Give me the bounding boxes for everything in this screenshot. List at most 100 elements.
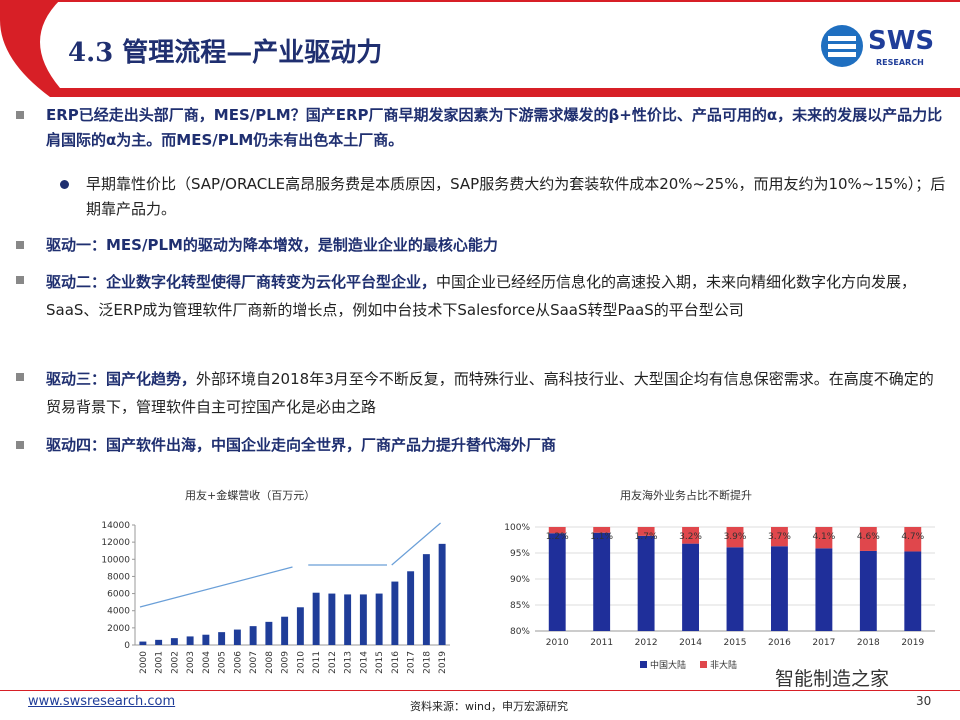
bar	[155, 639, 163, 645]
bullet-bold: 驱动三：国产化趋势，	[46, 370, 197, 388]
bar-segment	[859, 550, 877, 631]
y-tick-label: 95%	[510, 549, 530, 559]
logo: SWS	[868, 26, 935, 56]
bar-segment	[815, 548, 833, 631]
x-tick-label: 2005	[218, 651, 228, 674]
bullet: 驱动三：国产化趋势，外部环境自2018年3月至今不断反复，而特殊行业、高科技行业…	[16, 365, 946, 421]
bullet-text: 外部环境自2018年3月至今不断反复，而特殊行业、高科技行业、大型国企均有信息保…	[46, 370, 934, 416]
bar-segment	[682, 527, 699, 544]
bar	[233, 629, 241, 645]
footer-url[interactable]: www.swsresearch.com	[28, 694, 176, 709]
bar	[312, 592, 320, 645]
bullet-bold: 驱动四：国产软件出海，中国企业走向全世界，厂商产品力提升替代海外厂商	[46, 436, 557, 454]
bar-segment	[637, 535, 655, 631]
x-tick-label: 2012	[635, 638, 658, 648]
bar	[407, 571, 415, 645]
bullet: 驱动二：企业数字化转型使得厂商转变为云化平台型企业，中国企业已经经历信息化的高速…	[16, 268, 946, 324]
bullet-bold: 驱动一：MES/PLM的驱动为降本增效，是制造业企业的最核心能力	[46, 236, 498, 254]
bullet: 驱动一：MES/PLM的驱动为降本增效，是制造业企业的最核心能力	[16, 233, 946, 258]
x-tick-label: 2016	[768, 638, 791, 648]
bar-segment	[637, 527, 655, 536]
sub-bullet: 早期靠性价比（SAP/ORACLE高昂服务费是本质原因，SAP服务费大约为套装软…	[60, 172, 946, 222]
x-tick-label: 2004	[202, 651, 212, 674]
chart-title: 用友海外业务占比不断提升	[620, 488, 752, 502]
x-tick-label: 2009	[281, 651, 291, 674]
bar-segment	[815, 527, 833, 549]
legend-label: 非大陆	[710, 659, 737, 671]
bar	[139, 641, 147, 645]
x-tick-label: 2010	[546, 638, 569, 648]
logo-sub: RESEARCH	[876, 58, 924, 67]
x-tick-label: 2017	[407, 651, 417, 674]
page-number: 30	[916, 694, 932, 708]
y-tick-label: 2000	[107, 624, 130, 634]
y-tick-label: 10000	[101, 555, 130, 565]
x-tick-label: 2011	[590, 638, 613, 648]
y-tick-label: 100%	[504, 523, 530, 533]
x-tick-label: 2018	[857, 638, 880, 648]
x-tick-label: 2019	[438, 651, 448, 674]
data-label: 1.2%	[546, 532, 569, 542]
legend-swatch	[640, 661, 647, 668]
y-tick-label: 8000	[107, 572, 130, 582]
bar-segment	[593, 532, 611, 631]
watermark: 智能制造之家	[775, 664, 890, 691]
bar	[359, 594, 367, 645]
legend-label: 中国大陆	[650, 659, 686, 671]
bar	[170, 638, 178, 645]
bar-segment	[548, 533, 566, 631]
bar	[391, 581, 399, 645]
y-tick-label: 6000	[107, 590, 130, 600]
y-tick-label: 85%	[510, 601, 530, 611]
bar	[296, 607, 304, 645]
bar-segment	[682, 543, 699, 631]
x-tick-label: 2017	[812, 638, 835, 648]
chart-title: 用友+金蝶营收（百万元）	[185, 488, 315, 502]
x-tick-label: 2014	[359, 651, 369, 674]
data-label: 3.7%	[768, 532, 791, 542]
bar-segment	[726, 527, 744, 548]
x-tick-label: 2010	[296, 651, 306, 674]
bar-segment	[593, 527, 611, 533]
data-label: 4.7%	[901, 532, 924, 542]
x-tick-label: 2008	[265, 651, 275, 674]
data-label: 4.1%	[812, 532, 835, 542]
data-label: 1.1%	[590, 532, 613, 542]
y-tick-label: 14000	[101, 521, 130, 531]
chart: 用友海外业务占比不断提升 80% 85% 90% 95% 100% 2010 2011 2012…	[504, 488, 935, 671]
y-tick-label: 12000	[101, 538, 130, 548]
x-tick-label: 2012	[328, 651, 338, 674]
x-tick-label: 2016	[391, 651, 401, 674]
bar-segment	[771, 546, 788, 631]
bullet-bold: ERP已经走出头部厂商，MES/PLM？国产ERP厂商早期发家因素为下游需求爆发…	[46, 106, 943, 149]
bar-segment	[771, 527, 788, 547]
x-tick-label: 2015	[724, 638, 747, 648]
bullet: ERP已经走出头部厂商，MES/PLM？国产ERP厂商早期发家因素为下游需求爆发…	[16, 103, 946, 153]
y-tick-label: 0	[124, 641, 130, 651]
bar	[186, 636, 194, 645]
bullet-bold: 驱动二：企业数字化转型使得厂商转变为云化平台型企业，	[46, 273, 437, 291]
bar	[249, 626, 257, 645]
bar	[438, 543, 446, 645]
x-tick-label: 2019	[901, 638, 924, 648]
bullet: 驱动四：国产软件出海，中国企业走向全世界，厂商产品力提升替代海外厂商	[16, 433, 946, 458]
bar	[281, 616, 289, 645]
bar	[265, 621, 273, 645]
x-tick-label: 2013	[344, 651, 354, 674]
trend-arrow	[139, 566, 293, 608]
bullet-text: 中国企业已经经历信息化的高速投入期，未来向精细化数字化方向发展，SaaS、泛ER…	[46, 273, 917, 319]
bar-segment	[859, 527, 877, 551]
bar-segment	[548, 527, 566, 534]
x-tick-label: 2007	[249, 651, 259, 674]
bar	[328, 593, 336, 645]
bar-segment	[904, 551, 922, 631]
data-label: 1.7%	[635, 532, 658, 542]
sub-bullet-text: 早期靠性价比（SAP/ORACLE高昂服务费是本质原因，SAP服务费大约为套装软…	[86, 175, 946, 218]
bar	[218, 632, 226, 645]
data-label: 4.6%	[857, 532, 880, 542]
bar-segment	[904, 527, 922, 552]
x-tick-label: 2011	[312, 651, 322, 674]
x-tick-label: 2000	[139, 651, 149, 674]
x-tick-label: 2015	[375, 651, 385, 674]
